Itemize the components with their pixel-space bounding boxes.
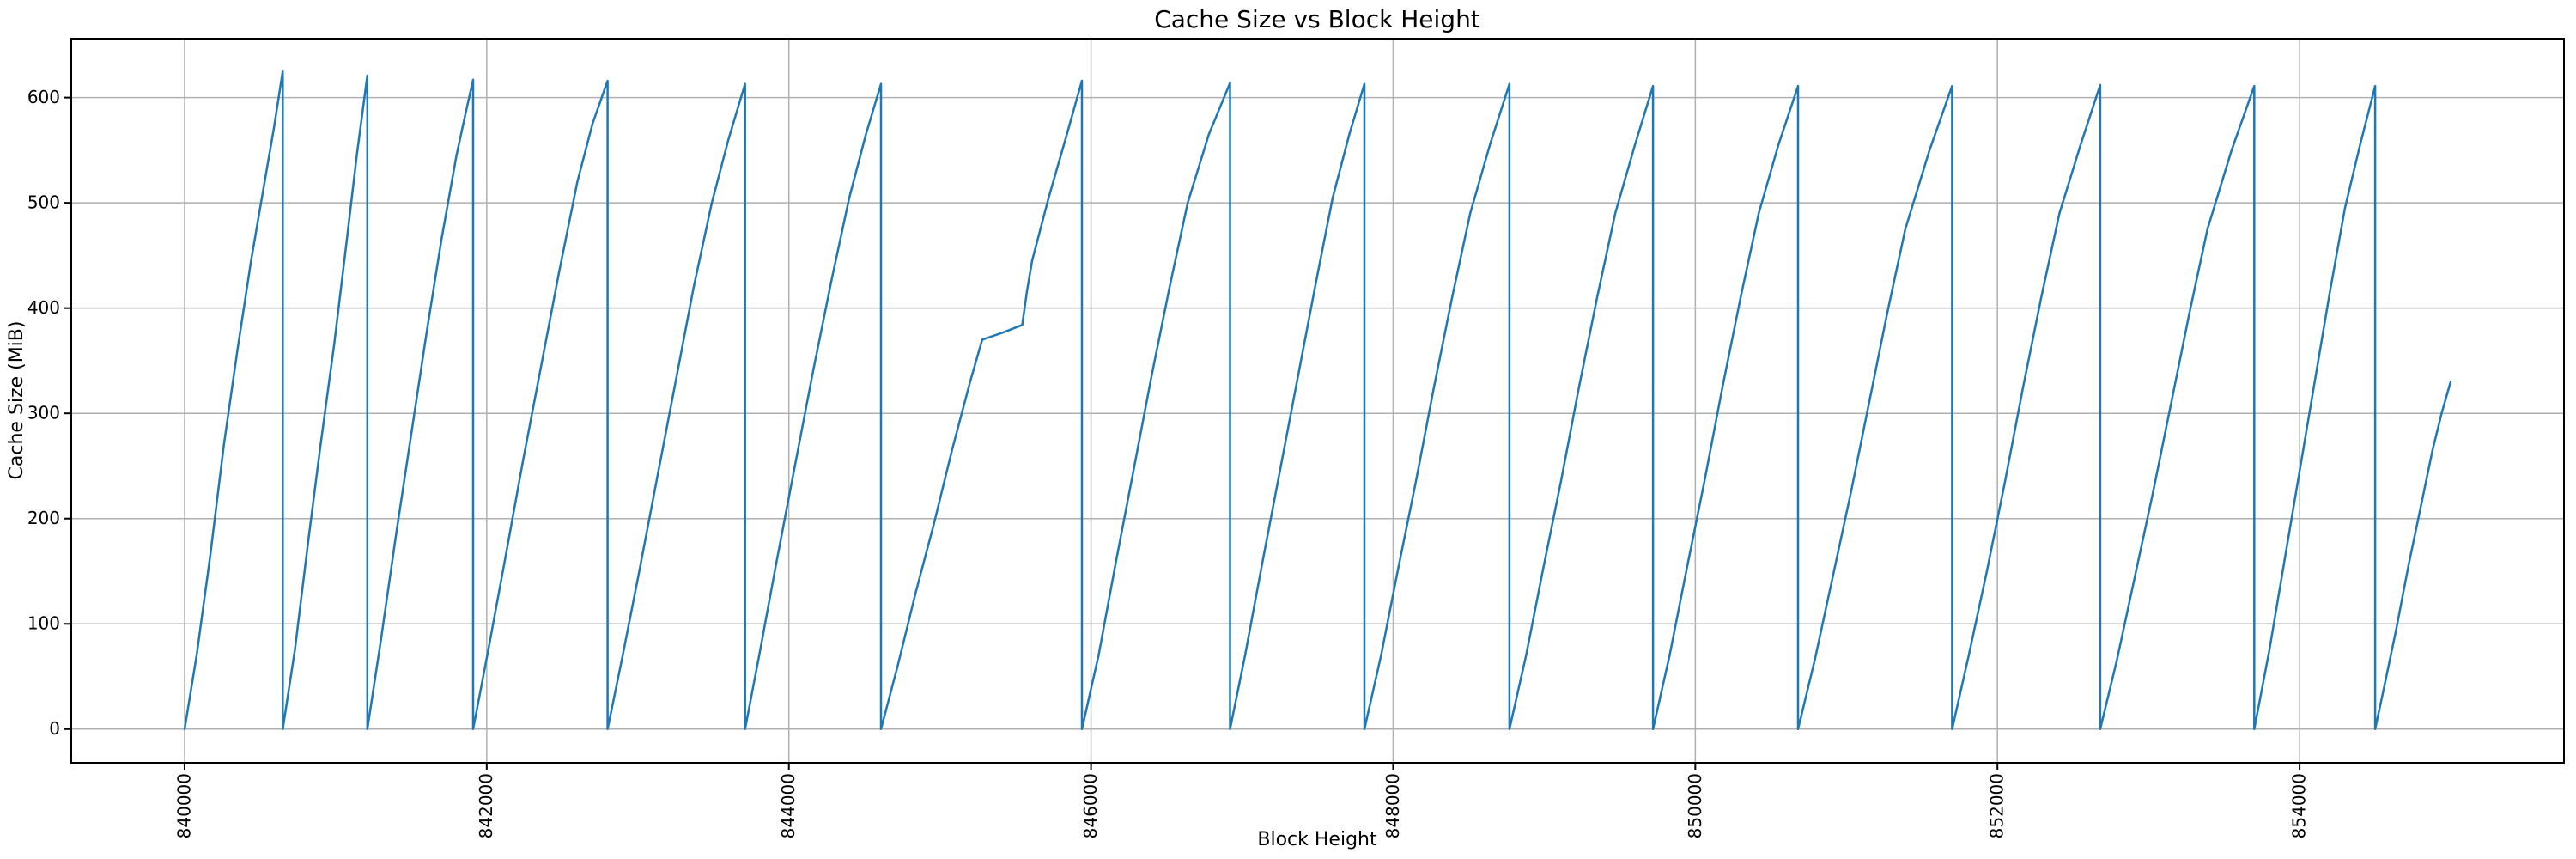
y-tick-label: 200 (27, 508, 60, 528)
y-tick-label: 500 (27, 192, 60, 213)
y-tick-label: 400 (27, 297, 60, 318)
x-tick-label: 852000 (1987, 773, 2008, 838)
chart-title: Cache Size vs Block Height (1154, 5, 1480, 34)
axes: 840000 842000 844000 846000 848000 850000 8520… (27, 38, 2565, 838)
x-tick-label: 840000 (173, 773, 194, 838)
cache-size-line (183, 70, 2452, 731)
y-tick-label: 100 (27, 613, 60, 634)
x-tick-label: 844000 (778, 773, 799, 838)
x-tick-label: 846000 (1080, 773, 1101, 838)
gridlines (71, 39, 2564, 763)
y-tick-label: 600 (27, 87, 60, 107)
x-tick-label: 854000 (2289, 773, 2310, 838)
y-tick-label: 0 (49, 718, 60, 739)
x-axis-label: Block Height (1257, 829, 1377, 850)
x-tick-label: 842000 (476, 773, 496, 838)
y-axis-label: Cache Size (MiB) (6, 321, 27, 480)
x-tick-label: 850000 (1685, 773, 1705, 838)
y-tick-label: 300 (27, 403, 60, 423)
plot-frame (70, 38, 2565, 764)
x-tick-label: 848000 (1382, 773, 1403, 838)
data-series (183, 70, 2452, 731)
